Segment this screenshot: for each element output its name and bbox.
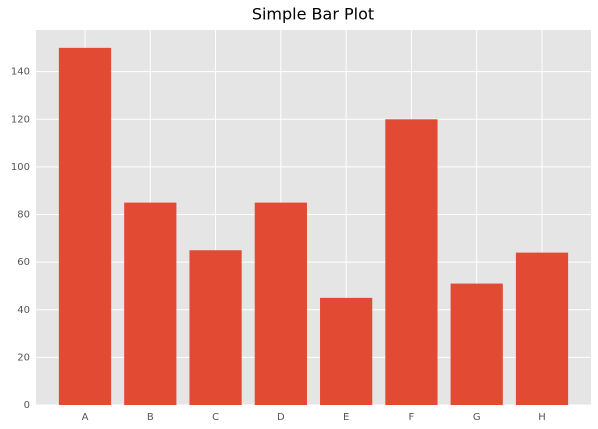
chart-title: Simple Bar Plot (252, 5, 374, 24)
x-tick-label: F (409, 412, 415, 423)
bar (124, 202, 177, 405)
plot-area (36, 30, 591, 405)
bar (450, 283, 503, 405)
x-tick-label: D (277, 412, 285, 423)
y-tick-label: 80 (17, 210, 30, 221)
x-tick-label: A (82, 412, 89, 423)
bar (320, 297, 373, 405)
x-tick-label: B (147, 412, 154, 423)
y-tick-label: 20 (17, 352, 30, 363)
bar (385, 119, 438, 406)
bar (254, 202, 307, 405)
bar (58, 47, 112, 405)
y-tick-label: 100 (11, 162, 30, 173)
y-tick-label: 120 (11, 114, 30, 125)
bar (189, 250, 242, 405)
x-tick-label: H (538, 412, 546, 423)
x-tick-label: G (473, 412, 481, 423)
bar (515, 252, 569, 405)
y-tick-label: 60 (17, 257, 30, 268)
x-tick-label: C (212, 412, 219, 423)
y-tick-label: 0 (24, 400, 30, 411)
x-tick-label: E (343, 412, 349, 423)
y-tick-label: 40 (17, 305, 30, 316)
y-tick-label: 140 (11, 67, 30, 78)
